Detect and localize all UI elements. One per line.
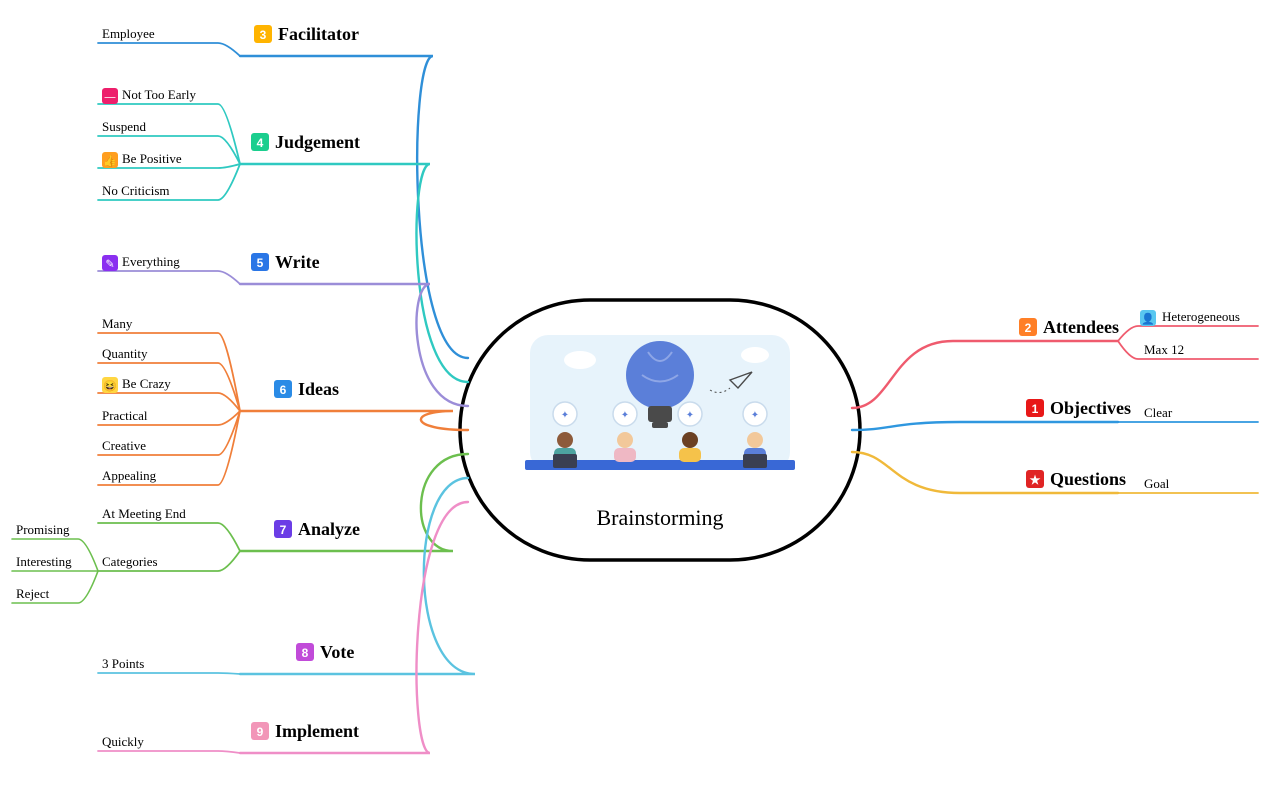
svg-text:4: 4 bbox=[257, 136, 264, 150]
svg-text:3: 3 bbox=[260, 28, 267, 42]
branch-ideas: 6 Ideas Many Quantity 😆 Be Crazy Practical Crea… bbox=[98, 316, 468, 485]
center-title: Brainstorming bbox=[596, 505, 723, 530]
svg-text:1: 1 bbox=[1032, 402, 1039, 416]
svg-text:✦: ✦ bbox=[751, 410, 759, 421]
leaf-everything: Everything bbox=[122, 254, 180, 269]
svg-text:👤: 👤 bbox=[1141, 313, 1155, 326]
branch-facilitator-label: Facilitator bbox=[278, 24, 359, 44]
leaf-employee: Employee bbox=[102, 26, 155, 41]
leaf-quantity: Quantity bbox=[102, 346, 148, 361]
leaf-categories: Categories bbox=[102, 554, 158, 569]
leaf-quickly: Quickly bbox=[102, 734, 144, 749]
branch-ideas-label: Ideas bbox=[298, 379, 339, 399]
branch-attendees: 2 Attendees 👤 Heterogeneous Max 12 bbox=[852, 309, 1258, 408]
svg-text:8: 8 bbox=[302, 646, 309, 660]
svg-text:✦: ✦ bbox=[686, 410, 694, 421]
leaf-suspend: Suspend bbox=[102, 119, 147, 134]
leaf-not-too-early: Not Too Early bbox=[122, 87, 196, 102]
leaf-be-crazy: Be Crazy bbox=[122, 376, 171, 391]
svg-text:9: 9 bbox=[257, 725, 264, 739]
svg-text:😆: 😆 bbox=[103, 380, 117, 393]
leaf-at-meeting-end: At Meeting End bbox=[102, 506, 186, 521]
svg-text:5: 5 bbox=[257, 256, 264, 270]
leaf-clear: Clear bbox=[1144, 405, 1173, 420]
center-illustration: ✦ ✦ ✦ ✦ bbox=[525, 335, 795, 470]
leaf-appealing: Appealing bbox=[102, 468, 157, 483]
svg-text:★: ★ bbox=[1030, 473, 1041, 487]
svg-text:✦: ✦ bbox=[561, 410, 569, 421]
branch-vote-label: Vote bbox=[320, 642, 354, 662]
branch-implement: 9 Implement Quickly bbox=[98, 502, 468, 753]
branch-questions: ★ Questions Goal bbox=[852, 452, 1258, 493]
leaf-reject: Reject bbox=[16, 586, 50, 601]
center-node: ✦ ✦ ✦ ✦ Brainstorming bbox=[460, 300, 860, 560]
leaf-creative: Creative bbox=[102, 438, 146, 453]
branch-judgement-label: Judgement bbox=[275, 132, 360, 152]
svg-text:2: 2 bbox=[1025, 321, 1032, 335]
branch-objectives: 1 Objectives Clear bbox=[852, 398, 1258, 430]
branch-judgement: 4 Judgement — Not Too Early Suspend 👍 Be Posit… bbox=[98, 87, 468, 382]
leaf-be-positive: Be Positive bbox=[122, 151, 182, 166]
svg-text:6: 6 bbox=[280, 383, 287, 397]
leaf-goal: Goal bbox=[1144, 476, 1170, 491]
branch-analyze: 7 Analyze At Meeting End Categories Promisin… bbox=[12, 454, 468, 603]
leaf-practical: Practical bbox=[102, 408, 148, 423]
branch-write-label: Write bbox=[275, 252, 320, 272]
leaf-many: Many bbox=[102, 316, 133, 331]
leaf-max12: Max 12 bbox=[1144, 342, 1184, 357]
branch-attendees-label: Attendees bbox=[1043, 317, 1119, 337]
svg-text:👍: 👍 bbox=[103, 155, 117, 168]
leaf-no-criticism: No Criticism bbox=[102, 183, 170, 198]
svg-text:✦: ✦ bbox=[621, 410, 629, 421]
svg-text:7: 7 bbox=[280, 523, 287, 537]
branch-analyze-label: Analyze bbox=[298, 519, 360, 539]
mindmap-canvas: ✦ ✦ ✦ ✦ Brainstorming 2 Attendees 👤 Heterogeneou… bbox=[0, 0, 1275, 812]
branch-implement-label: Implement bbox=[275, 721, 359, 741]
leaf-promising: Promising bbox=[16, 522, 70, 537]
leaf-interesting: Interesting bbox=[16, 554, 72, 569]
branch-questions-label: Questions bbox=[1050, 469, 1126, 489]
svg-text:—: — bbox=[105, 92, 116, 104]
leaf-3-points: 3 Points bbox=[102, 656, 144, 671]
svg-text:✎: ✎ bbox=[105, 259, 114, 271]
branch-objectives-label: Objectives bbox=[1050, 398, 1131, 418]
leaf-heterogeneous: Heterogeneous bbox=[1162, 309, 1240, 324]
